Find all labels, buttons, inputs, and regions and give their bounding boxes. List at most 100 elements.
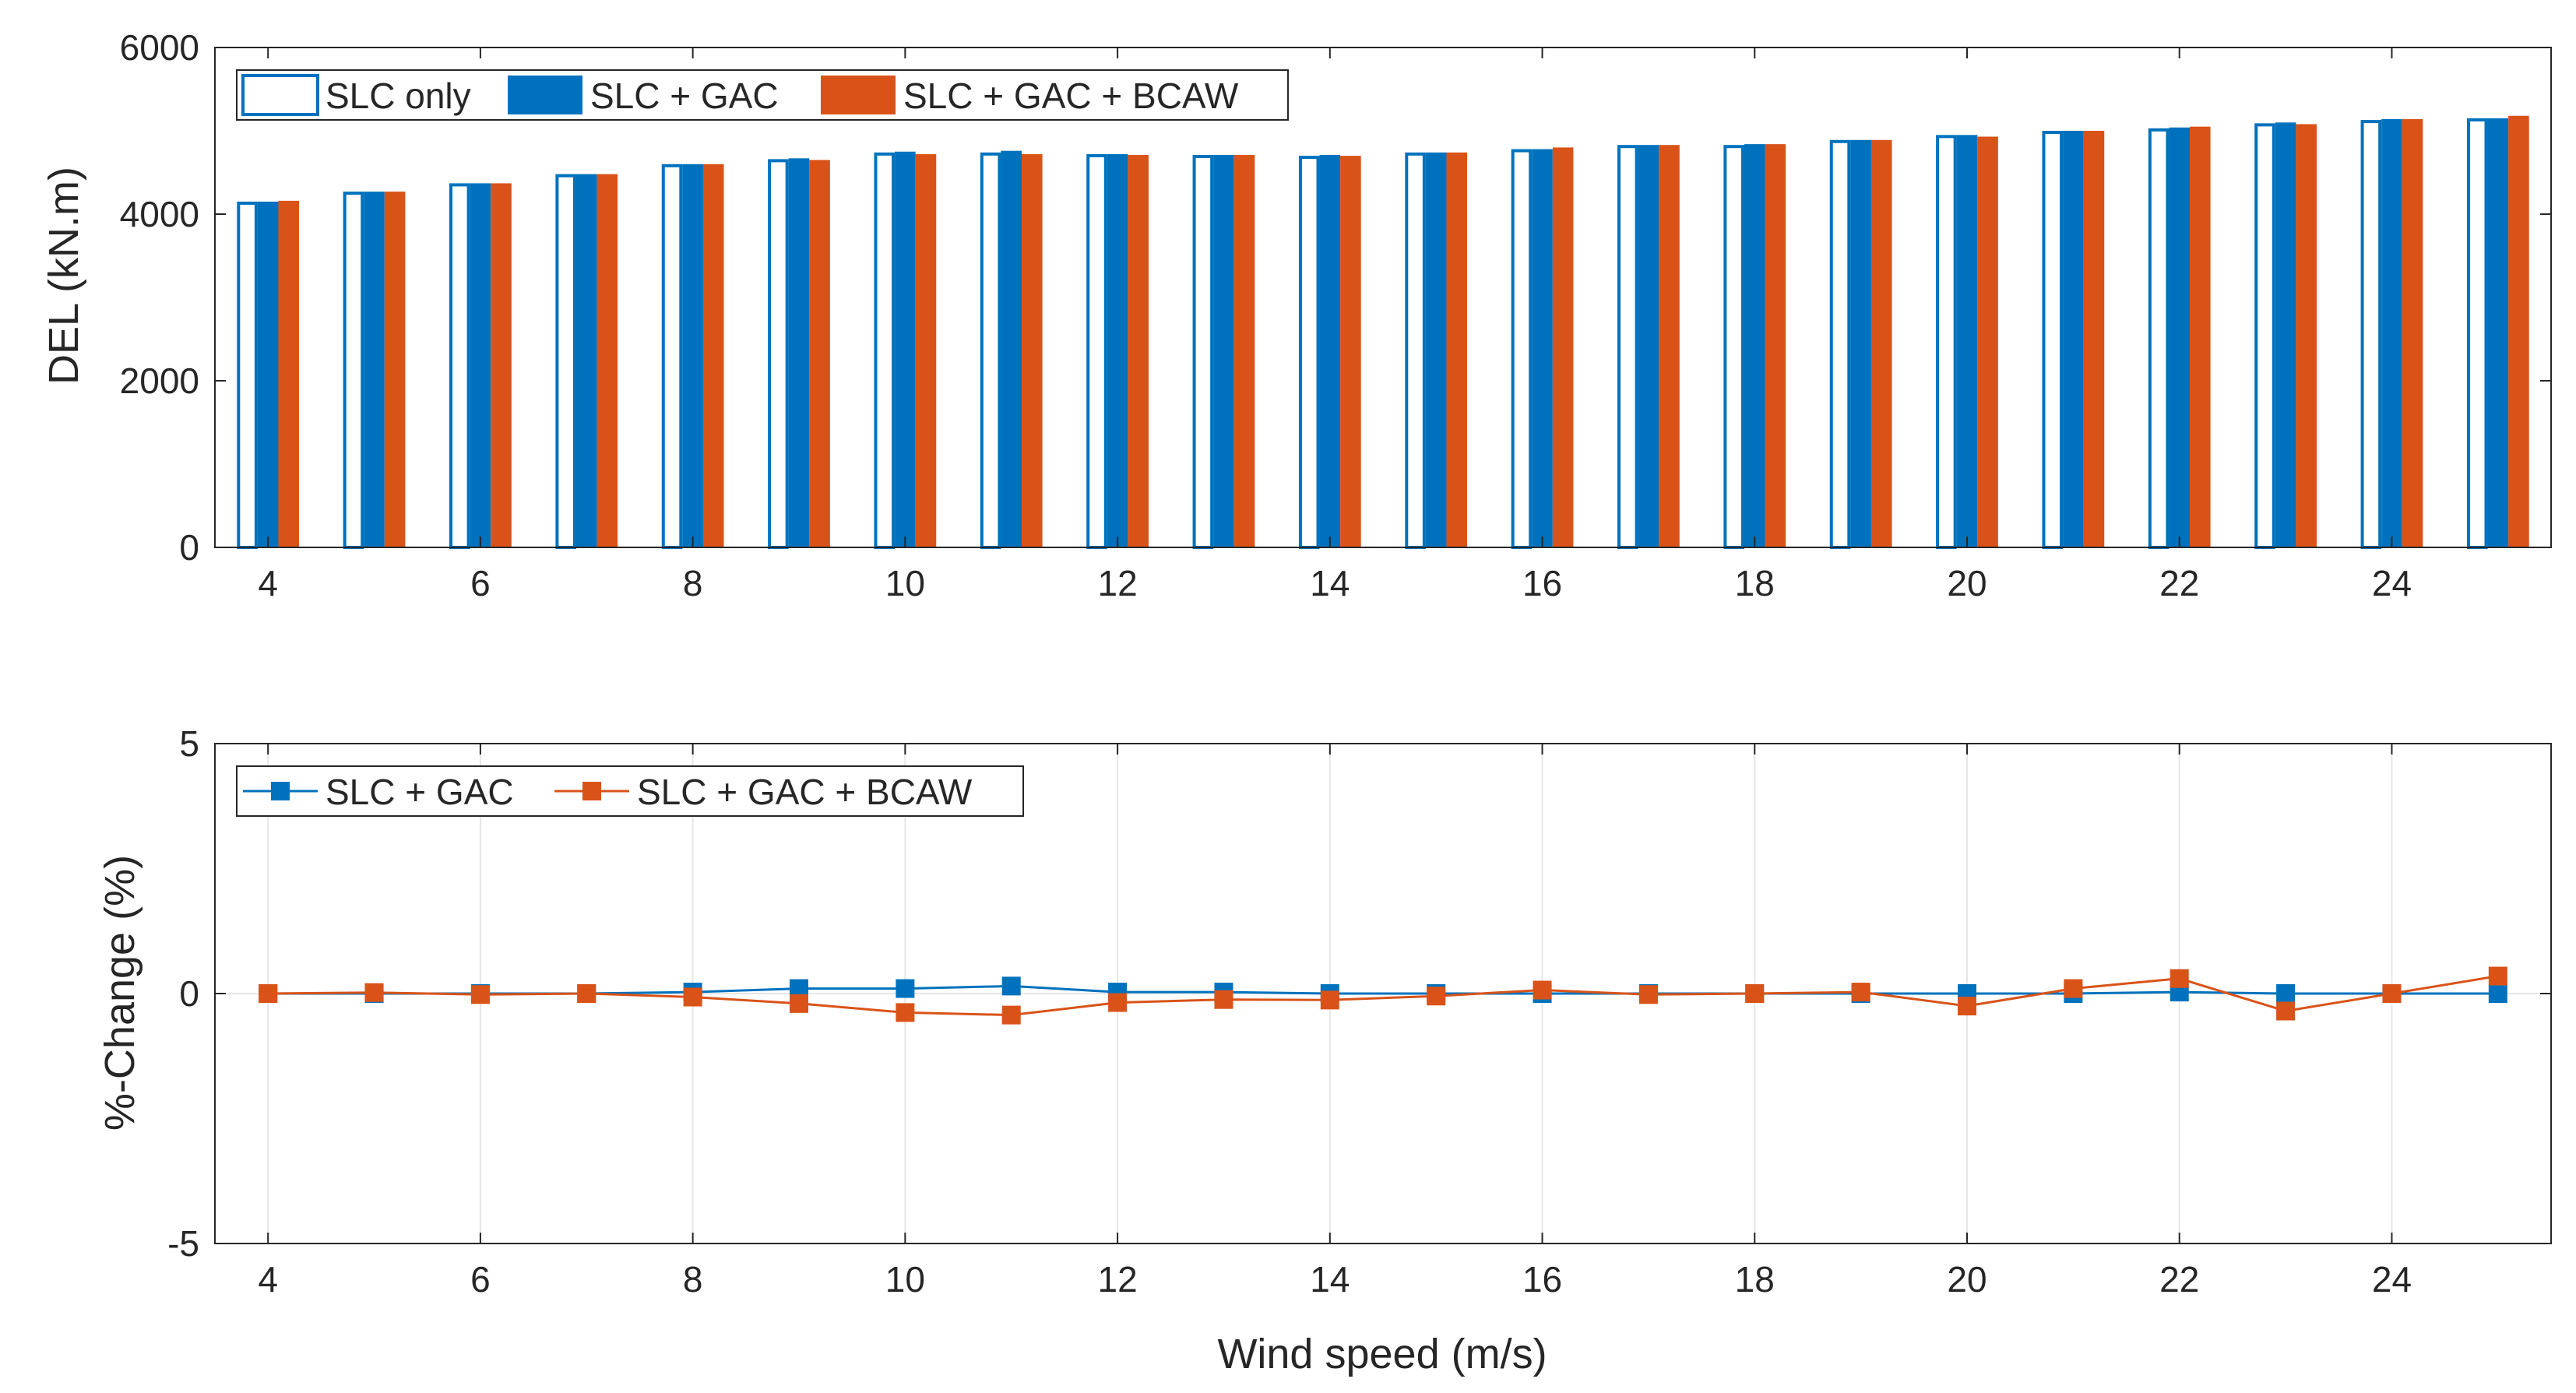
- bar-slc-only: [449, 183, 470, 549]
- bar-group: [237, 115, 2529, 550]
- marker-slc-gac-bcaw: [1745, 984, 1765, 1003]
- legend-box: [236, 69, 1289, 121]
- bar-slc-only: [2254, 123, 2275, 549]
- line-chart-xtick-label: 16: [1522, 1259, 1562, 1300]
- marker-slc-gac-bcaw: [896, 1003, 915, 1022]
- marker-slc-gac-bcaw: [1533, 980, 1552, 1000]
- marker-slc-gac-bcaw: [470, 985, 490, 1004]
- legend-swatch-slc-only: [241, 74, 319, 116]
- bar-slc-gac: [2275, 122, 2296, 548]
- bar-slc-gac: [1425, 152, 1447, 547]
- line-chart-xtick-label: 22: [2159, 1259, 2199, 1300]
- line-chart-xtick-label: 8: [683, 1259, 703, 1300]
- bar-slc-only: [661, 164, 683, 550]
- legend-box: [236, 765, 1024, 817]
- marker-slc-gac-bcaw: [577, 984, 596, 1003]
- bar-slc-only: [1723, 145, 1744, 549]
- bar-slc-only: [1298, 156, 1320, 549]
- bar-chart-panel: 4 6 8 10 12 14 16 18 20 22 24 0 2000 4000 6000 DEL (kN…: [40, 27, 2552, 603]
- bar-slc-gac-bcaw: [915, 153, 937, 547]
- marker-slc-gac-bcaw: [1001, 1005, 1021, 1025]
- bar-chart-ytick-label: 6000: [120, 27, 199, 68]
- series-line-slc-gac-bcaw: [268, 975, 2499, 1017]
- bar-slc-gac: [1744, 144, 1765, 547]
- bar-slc-gac: [1001, 150, 1022, 547]
- line-chart-ytick-label: -5: [167, 1223, 199, 1264]
- bar-slc-gac: [2169, 127, 2191, 548]
- bar-slc-gac: [1850, 139, 1871, 547]
- marker-slc-gac-bcaw: [790, 994, 808, 1013]
- bar-slc-gac: [364, 192, 385, 548]
- bar-slc-only: [1617, 145, 1638, 549]
- legend-marker-slc-gac-bcaw: [582, 782, 601, 800]
- bar-chart-ylabel: DEL (kN.m): [40, 167, 87, 385]
- bar-slc-gac: [895, 151, 916, 547]
- bar-slc-gac: [2381, 119, 2402, 547]
- bar-slc-gac: [788, 158, 810, 547]
- marker-slc-gac-bcaw: [2064, 979, 2083, 998]
- bar-slc-only: [1829, 139, 1851, 549]
- bar-slc-gac-bcaw: [1128, 155, 1149, 547]
- bar-chart-ticks: 4 6 8 10 12 14 16 18 20 22 24 0 2000 4000 6000: [120, 27, 2551, 603]
- series-line-slc-gac: [268, 984, 2498, 995]
- bar-slc-gac-bcaw: [278, 200, 300, 547]
- bar-slc-gac: [1107, 153, 1128, 547]
- bar-chart-xtick-label: 8: [683, 563, 703, 603]
- bar-chart-xtick-label: 20: [1947, 563, 1987, 603]
- bar-slc-gac: [1319, 155, 1341, 547]
- line-chart-xtick-label: 24: [2372, 1259, 2412, 1300]
- marker-slc-gac-bcaw: [259, 984, 278, 1003]
- marker-slc-gac-bcaw: [1108, 993, 1128, 1012]
- marker-slc-gac: [896, 979, 915, 998]
- bar-chart-axes: [214, 47, 2552, 548]
- marker-slc-gac-bcaw: [2170, 969, 2189, 988]
- marker-slc-gac: [1001, 976, 1021, 996]
- bar-slc-only: [237, 201, 258, 549]
- bar-slc-only: [980, 152, 1001, 549]
- legend-label-slc-gac-bcaw: SLC + GAC + BCAW: [637, 772, 973, 812]
- line-chart-panel: 4 6 8 10 12 14 16 18 20 22 24 -5 0 5 Wind speed (m/s)…: [97, 723, 2552, 1377]
- bar-slc-only: [1511, 149, 1533, 549]
- bar-slc-gac-bcaw: [702, 164, 724, 548]
- marker-slc-gac-bcaw: [1320, 990, 1339, 1010]
- bar-chart-xtick-label: 10: [885, 563, 925, 603]
- bar-chart-xtick-label: 24: [2372, 563, 2412, 603]
- bar-slc-gac-bcaw: [1977, 136, 1998, 548]
- bar-slc-only: [874, 152, 896, 549]
- marker-slc-gac-bcaw: [2488, 966, 2507, 986]
- marker-slc-gac-bcaw: [1214, 990, 1233, 1009]
- marker-slc-gac-bcaw: [683, 987, 702, 1007]
- bar-slc-gac-bcaw: [1870, 139, 1892, 547]
- bar-slc-gac-bcaw: [2190, 126, 2211, 547]
- bar-slc-gac-bcaw: [384, 192, 406, 548]
- bar-slc-gac-bcaw: [596, 174, 618, 547]
- bar-chart-ytick-label: 4000: [120, 194, 199, 234]
- bar-chart-ytick-label: 2000: [120, 361, 199, 401]
- line-chart-legend: SLC + GAC SLC + GAC + BCAW: [236, 765, 1024, 817]
- bar-slc-gac-bcaw: [1446, 152, 1468, 547]
- line-chart-xtick-label: 4: [258, 1259, 278, 1300]
- bar-slc-gac: [2063, 131, 2084, 547]
- bar-slc-gac: [1956, 135, 1978, 548]
- bar-slc-only: [1405, 152, 1426, 549]
- marker-slc-gac: [2276, 984, 2296, 1003]
- line-chart-ylabel: %-Change (%): [97, 855, 143, 1131]
- bar-slc-gac: [1213, 155, 1234, 547]
- line-chart-ytick-label: 0: [179, 973, 199, 1014]
- marker-slc-gac-bcaw: [2276, 1001, 2296, 1021]
- bar-slc-only: [343, 192, 364, 550]
- bar-chart-ytick-label: 0: [179, 527, 199, 568]
- bar-slc-gac-bcaw: [1659, 145, 1680, 547]
- legend-label-slc-gac: SLC + GAC: [326, 772, 514, 812]
- line-chart-xtick-label: 18: [1735, 1259, 1775, 1300]
- legend-label-slc-only: SLC only: [326, 76, 471, 116]
- marker-slc-gac: [2488, 984, 2507, 1003]
- bar-slc-gac-bcaw: [1765, 144, 1786, 547]
- bar-slc-gac-bcaw: [1340, 156, 1361, 547]
- bar-slc-gac-bcaw: [809, 160, 830, 547]
- line-chart-xtick-label: 20: [1947, 1259, 1987, 1300]
- marker-slc-gac-bcaw: [1427, 987, 1446, 1006]
- bar-slc-gac-bcaw: [2296, 124, 2317, 547]
